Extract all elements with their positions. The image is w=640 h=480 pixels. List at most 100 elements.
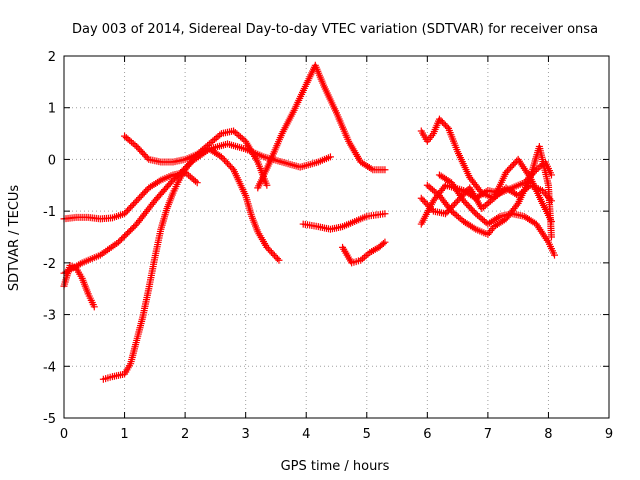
- x-tick-label: 1: [120, 427, 128, 442]
- data-point: [122, 208, 130, 216]
- data-point: [466, 203, 474, 211]
- data-point: [222, 158, 230, 166]
- y-axis-label: SDTVAR / TECUs: [7, 185, 22, 292]
- x-tick-label: 4: [302, 427, 310, 442]
- data-point: [429, 186, 437, 194]
- data-point: [236, 133, 244, 141]
- data-point: [202, 143, 210, 151]
- axis-ticks: 0 1 2 3 4 5 6 7 8 9 -5 -4 -3 -2 -1 0 1 2: [43, 50, 613, 442]
- data-point: [508, 162, 516, 170]
- data-point: [130, 200, 138, 208]
- data-point: [127, 226, 135, 234]
- data-point: [446, 205, 454, 213]
- data-point: [140, 189, 148, 197]
- data-point: [425, 183, 433, 191]
- data-point: [119, 234, 127, 242]
- data-point: [467, 205, 475, 213]
- data-point: [272, 253, 280, 261]
- series-3: [60, 140, 334, 277]
- data-point: [483, 200, 491, 208]
- data-point: [231, 128, 239, 136]
- data-point: [360, 253, 368, 261]
- data-point: [131, 198, 139, 206]
- data-point: [137, 147, 145, 155]
- data-point: [367, 165, 375, 173]
- data-point: [460, 197, 468, 205]
- data-point: [197, 147, 205, 155]
- data-point: [435, 115, 443, 123]
- data-point: [430, 187, 438, 195]
- data-point: [451, 200, 459, 208]
- data-point: [263, 243, 271, 251]
- data-point: [485, 199, 493, 207]
- y-tick-label: -2: [43, 257, 56, 272]
- data-point: [118, 235, 126, 243]
- data-point: [551, 251, 558, 259]
- y-tick-label: -3: [43, 309, 56, 324]
- data-point: [275, 256, 283, 264]
- data-point: [481, 202, 489, 210]
- data-point: [200, 144, 208, 152]
- data-point: [427, 184, 435, 192]
- chart-title: Day 003 of 2014, Sidereal Day-to-day VTE…: [72, 22, 598, 37]
- data-point: [143, 154, 151, 162]
- data-point: [233, 130, 241, 138]
- data-point: [128, 225, 136, 233]
- data-point: [461, 198, 469, 206]
- data-point: [440, 120, 448, 128]
- data-point: [116, 237, 124, 245]
- x-tick-label: 7: [484, 427, 492, 442]
- series-13: [435, 171, 558, 259]
- data-point: [124, 229, 132, 237]
- y-tick-label: -1: [43, 205, 56, 220]
- data-point: [186, 173, 194, 181]
- data-point: [480, 203, 488, 211]
- data-point: [212, 134, 220, 142]
- data-point: [124, 135, 132, 143]
- data-point: [204, 141, 212, 149]
- data-point: [115, 238, 122, 246]
- data-point: [136, 146, 144, 154]
- data-point: [513, 201, 521, 209]
- data-marks: [60, 61, 558, 383]
- data-point: [469, 206, 477, 214]
- data-point: [134, 195, 142, 203]
- data-point: [129, 140, 137, 148]
- series-6: [254, 61, 389, 192]
- x-tick-label: 0: [60, 427, 68, 442]
- data-point: [266, 247, 274, 255]
- data-point: [438, 118, 446, 126]
- data-point: [442, 210, 449, 218]
- data-point: [470, 208, 478, 216]
- data-point: [188, 174, 196, 182]
- data-point: [379, 239, 387, 247]
- data-point: [480, 217, 488, 225]
- data-point: [169, 176, 177, 184]
- y-tick-label: 2: [48, 50, 56, 65]
- data-point: [504, 167, 512, 175]
- data-point: [136, 194, 144, 202]
- data-point: [230, 127, 238, 135]
- data-point: [470, 224, 478, 232]
- data-point: [127, 138, 135, 146]
- data-point: [134, 144, 142, 152]
- x-axis-label: GPS time / hours: [281, 459, 390, 474]
- data-point: [362, 252, 370, 260]
- data-point: [172, 173, 180, 181]
- data-point: [453, 212, 461, 220]
- data-point: [224, 159, 231, 167]
- x-tick-label: 5: [363, 427, 371, 442]
- x-tick-label: 2: [181, 427, 189, 442]
- data-point: [130, 223, 138, 231]
- data-point: [451, 210, 459, 218]
- data-point: [381, 238, 389, 246]
- data-point: [192, 152, 200, 160]
- data-point: [448, 207, 456, 215]
- x-tick-label: 9: [605, 427, 613, 442]
- y-tick-label: -5: [43, 412, 56, 427]
- data-point: [142, 187, 150, 195]
- data-point: [419, 196, 427, 204]
- data-point: [273, 255, 281, 263]
- data-point: [195, 149, 203, 157]
